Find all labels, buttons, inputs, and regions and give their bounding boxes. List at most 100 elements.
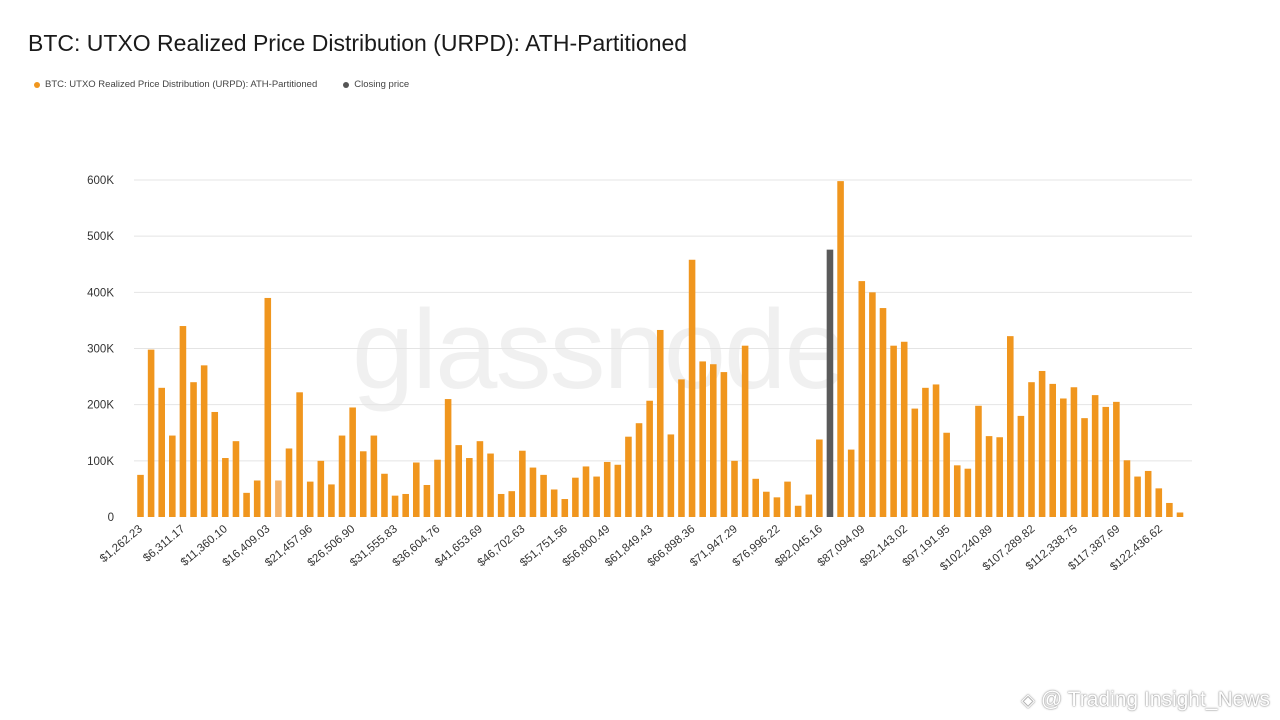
urpd-bar[interactable] [1102, 406, 1110, 517]
urpd-bar[interactable] [561, 499, 569, 517]
urpd-bar[interactable] [1028, 382, 1035, 517]
urpd-bar[interactable] [1166, 502, 1173, 517]
urpd-bar[interactable] [1144, 470, 1152, 517]
urpd-bar[interactable] [646, 400, 653, 517]
urpd-bar[interactable] [922, 387, 929, 517]
urpd-bar[interactable] [975, 405, 982, 517]
urpd-bar[interactable] [211, 411, 219, 517]
urpd-bar[interactable] [911, 408, 919, 517]
urpd-bar[interactable] [519, 450, 526, 517]
urpd-bar[interactable] [359, 451, 367, 517]
urpd-bar[interactable] [423, 484, 431, 517]
urpd-bar[interactable] [529, 467, 537, 517]
urpd-bar[interactable] [614, 464, 622, 517]
urpd-bar[interactable] [540, 474, 547, 517]
urpd-bar[interactable] [444, 399, 452, 517]
urpd-bar[interactable] [1070, 387, 1078, 517]
urpd-bar[interactable] [370, 435, 378, 517]
urpd-bar[interactable] [794, 505, 802, 517]
urpd-bar[interactable] [1049, 383, 1057, 517]
urpd-bar[interactable] [1134, 476, 1141, 517]
urpd-bar[interactable] [412, 462, 420, 517]
urpd-bar[interactable] [625, 436, 632, 517]
urpd-bar[interactable] [603, 461, 611, 517]
urpd-bar[interactable] [582, 466, 590, 517]
closing-price-bar[interactable] [826, 249, 834, 517]
urpd-bar[interactable] [763, 491, 770, 517]
urpd-bar[interactable] [232, 441, 240, 517]
urpd-bar[interactable] [858, 281, 866, 517]
urpd-bar[interactable] [773, 497, 781, 517]
legend-item-urpd[interactable]: BTC: UTXO Realized Price Distribution (U… [34, 79, 317, 90]
urpd-bar[interactable] [890, 345, 897, 517]
urpd-bar[interactable] [784, 481, 791, 517]
urpd-bar[interactable] [391, 495, 399, 517]
urpd-bar[interactable] [200, 365, 208, 517]
urpd-bar[interactable] [635, 423, 643, 517]
urpd-bar[interactable] [476, 441, 484, 517]
urpd-bar[interactable] [137, 474, 144, 517]
urpd-bar[interactable] [879, 308, 887, 517]
urpd-bar[interactable] [953, 465, 961, 517]
urpd-bar[interactable] [487, 453, 494, 517]
urpd-bar[interactable] [466, 458, 473, 517]
urpd-bar[interactable] [381, 473, 388, 517]
urpd-bar[interactable] [720, 372, 728, 517]
urpd-bar[interactable] [678, 379, 685, 517]
urpd-bar[interactable] [296, 392, 303, 517]
urpd-bar[interactable] [1006, 336, 1014, 517]
urpd-bar[interactable] [434, 459, 441, 517]
urpd-bar[interactable] [900, 341, 908, 517]
urpd-bar[interactable] [1123, 460, 1131, 517]
legend-item-closing-price[interactable]: Closing price [343, 79, 409, 90]
urpd-bar[interactable] [869, 292, 876, 517]
urpd-bar[interactable] [253, 480, 261, 517]
urpd-bar[interactable] [158, 387, 166, 517]
urpd-bar[interactable] [731, 460, 738, 517]
urpd-bar[interactable] [656, 329, 664, 517]
urpd-bar[interactable] [1081, 418, 1088, 517]
urpd-bar[interactable] [222, 458, 229, 517]
urpd-bar[interactable] [264, 297, 272, 517]
urpd-bar[interactable] [1017, 415, 1025, 517]
urpd-bar[interactable] [285, 448, 293, 517]
urpd-bar[interactable] [1155, 488, 1163, 517]
urpd-bar[interactable] [752, 478, 760, 517]
urpd-bar[interactable] [550, 489, 558, 517]
urpd-bar[interactable] [709, 364, 717, 517]
urpd-bar[interactable] [455, 445, 463, 517]
urpd-bar[interactable] [275, 480, 282, 517]
urpd-bar[interactable] [964, 468, 972, 517]
urpd-bar[interactable] [1113, 401, 1120, 517]
urpd-bar[interactable] [190, 382, 197, 517]
urpd-bar[interactable] [179, 326, 187, 517]
urpd-bar[interactable] [805, 494, 813, 517]
urpd-bar[interactable] [816, 439, 823, 517]
urpd-bar[interactable] [688, 259, 696, 517]
urpd-bar[interactable] [1038, 370, 1046, 517]
urpd-bar[interactable] [985, 436, 993, 517]
urpd-bar[interactable] [328, 484, 335, 517]
urpd-bar[interactable] [306, 481, 314, 517]
urpd-bar[interactable] [847, 449, 855, 517]
urpd-bar[interactable] [1060, 398, 1067, 517]
urpd-bar[interactable] [943, 432, 950, 517]
urpd-bar[interactable] [338, 435, 346, 517]
urpd-bar[interactable] [243, 492, 250, 517]
urpd-bar[interactable] [402, 493, 409, 517]
urpd-bar[interactable] [667, 434, 675, 517]
urpd-bar[interactable] [497, 493, 505, 517]
urpd-bar[interactable] [147, 349, 155, 517]
urpd-bar[interactable] [317, 460, 325, 517]
urpd-bar[interactable] [169, 435, 176, 517]
urpd-bar[interactable] [932, 384, 940, 517]
urpd-bar[interactable] [699, 361, 706, 517]
urpd-bar[interactable] [837, 181, 844, 517]
urpd-bar[interactable] [349, 407, 356, 517]
urpd-bar[interactable] [572, 477, 579, 517]
urpd-bar[interactable] [1091, 395, 1099, 517]
urpd-bar[interactable] [741, 345, 749, 517]
urpd-bar[interactable] [508, 491, 516, 517]
urpd-bar[interactable] [593, 476, 600, 517]
urpd-bar[interactable] [1176, 512, 1184, 517]
